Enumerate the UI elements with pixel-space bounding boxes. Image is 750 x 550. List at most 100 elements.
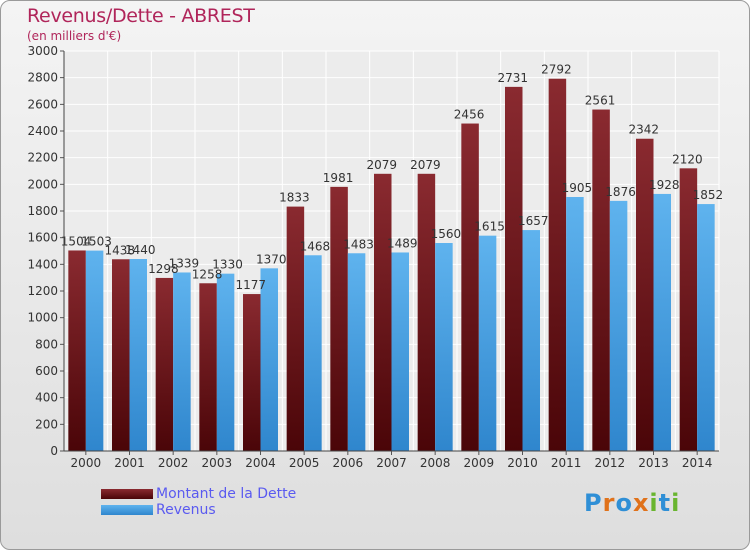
logo-letter: P <box>584 489 603 517</box>
bars-layer <box>68 78 715 452</box>
data-label: 1298 <box>148 262 179 276</box>
bar-dette <box>592 109 610 452</box>
bar-revenus <box>304 255 322 451</box>
data-label: 1489 <box>387 236 418 250</box>
bar-dette <box>112 259 130 451</box>
logo-letter: x <box>632 489 650 517</box>
x-tick-label: 2013 <box>638 456 669 470</box>
bar-revenus <box>260 268 278 451</box>
data-label: 1440 <box>125 243 156 257</box>
data-label: 1339 <box>169 256 200 270</box>
bar-revenus <box>391 252 409 451</box>
x-tick-label: 2006 <box>333 456 364 470</box>
x-tick-label: 2010 <box>507 456 538 470</box>
x-tick-label: 2001 <box>114 456 145 470</box>
x-tick-label: 2008 <box>420 456 451 470</box>
x-tick-label: 2000 <box>71 456 102 470</box>
bar-dette <box>155 277 174 451</box>
y-tick-label: 0 <box>50 444 58 458</box>
x-tick-label: 2011 <box>551 456 582 470</box>
logo-letter: t <box>658 489 672 517</box>
x-tick-label: 2002 <box>158 456 189 470</box>
y-tick-label: 400 <box>35 391 58 405</box>
bar-dette <box>417 173 436 452</box>
y-tick-label: 2000 <box>27 177 58 191</box>
y-tick-label: 2600 <box>27 97 58 111</box>
bar-dette <box>199 283 217 451</box>
y-tick-label: 1000 <box>27 311 58 325</box>
x-tick-label: 2005 <box>289 456 320 470</box>
x-tick-label: 2009 <box>464 456 495 470</box>
bar-revenus <box>85 250 104 451</box>
bar-revenus <box>129 259 147 451</box>
data-label: 2342 <box>628 123 659 137</box>
bar-dette <box>286 206 305 451</box>
legend-swatch-debt <box>101 489 153 499</box>
logo-letter: o <box>615 489 633 517</box>
data-label: 1468 <box>300 239 331 253</box>
bar-dette <box>243 294 261 451</box>
y-tick-label: 2400 <box>27 124 58 138</box>
data-label: 1981 <box>323 171 354 185</box>
bar-dette <box>461 123 479 452</box>
bar-revenus <box>609 200 628 451</box>
y-tick-label: 1200 <box>27 284 58 298</box>
y-tick-label: 600 <box>35 364 58 378</box>
y-tick-label: 200 <box>35 417 58 431</box>
data-label: 1560 <box>431 227 462 241</box>
axis-layer: 0 200 400 600 800 1000 1200 1400 1600 1800 2000 220… <box>27 44 719 470</box>
x-tick-label: 2014 <box>682 456 713 470</box>
bar-revenus <box>697 204 715 451</box>
bar-revenus <box>173 272 191 451</box>
bar-dette <box>636 138 654 451</box>
data-label: 2731 <box>497 71 528 85</box>
y-tick-label: 1600 <box>27 231 58 245</box>
bar-dette <box>548 78 567 451</box>
y-tick-label: 800 <box>35 337 58 351</box>
data-label: 1330 <box>212 258 243 272</box>
chart-title: Revenus/Dette - ABREST <box>27 5 255 27</box>
bar-revenus <box>347 253 366 451</box>
data-label: 1905 <box>562 181 593 195</box>
chart-subtitle: (en milliers d'€) <box>27 29 122 43</box>
data-label: 2079 <box>366 158 397 172</box>
data-label: 2792 <box>541 63 572 77</box>
bar-dette <box>505 86 523 451</box>
logo-letter: r <box>602 489 616 517</box>
data-label: 1833 <box>279 191 310 205</box>
y-tick-label: 1400 <box>27 257 58 271</box>
x-tick-label: 2004 <box>245 456 276 470</box>
data-label: 1370 <box>256 252 287 266</box>
data-label: 2561 <box>585 94 616 108</box>
y-tick-label: 3000 <box>27 44 58 58</box>
bar-revenus <box>566 197 584 451</box>
data-label: 2456 <box>454 108 485 122</box>
bar-dette <box>68 250 86 451</box>
bar-dette <box>330 186 348 451</box>
logo-letter: i <box>671 489 681 517</box>
bar-revenus <box>216 273 235 451</box>
x-tick-label: 2003 <box>202 456 233 470</box>
data-label: 1483 <box>343 237 374 251</box>
data-label: 1504 <box>61 234 92 248</box>
bar-dette <box>374 173 392 452</box>
data-label: 2079 <box>410 158 441 172</box>
x-tick-label: 2007 <box>376 456 407 470</box>
y-tick-label: 2800 <box>27 71 58 85</box>
bar-revenus <box>435 243 453 451</box>
data-label: 1615 <box>474 220 505 234</box>
bar-dette <box>679 168 698 452</box>
bar-revenus <box>522 230 540 451</box>
data-label: 2120 <box>672 152 703 166</box>
data-label: 1258 <box>192 267 223 281</box>
legend-label-debt: Montant de la Dette <box>156 486 297 502</box>
data-label: 1657 <box>518 214 549 228</box>
data-label: 1438 <box>104 243 135 257</box>
proxiti-logo: Proxiti <box>584 489 680 517</box>
logo-letter: i <box>649 489 659 517</box>
x-tick-label: 2012 <box>595 456 626 470</box>
data-label: 1852 <box>693 188 724 202</box>
